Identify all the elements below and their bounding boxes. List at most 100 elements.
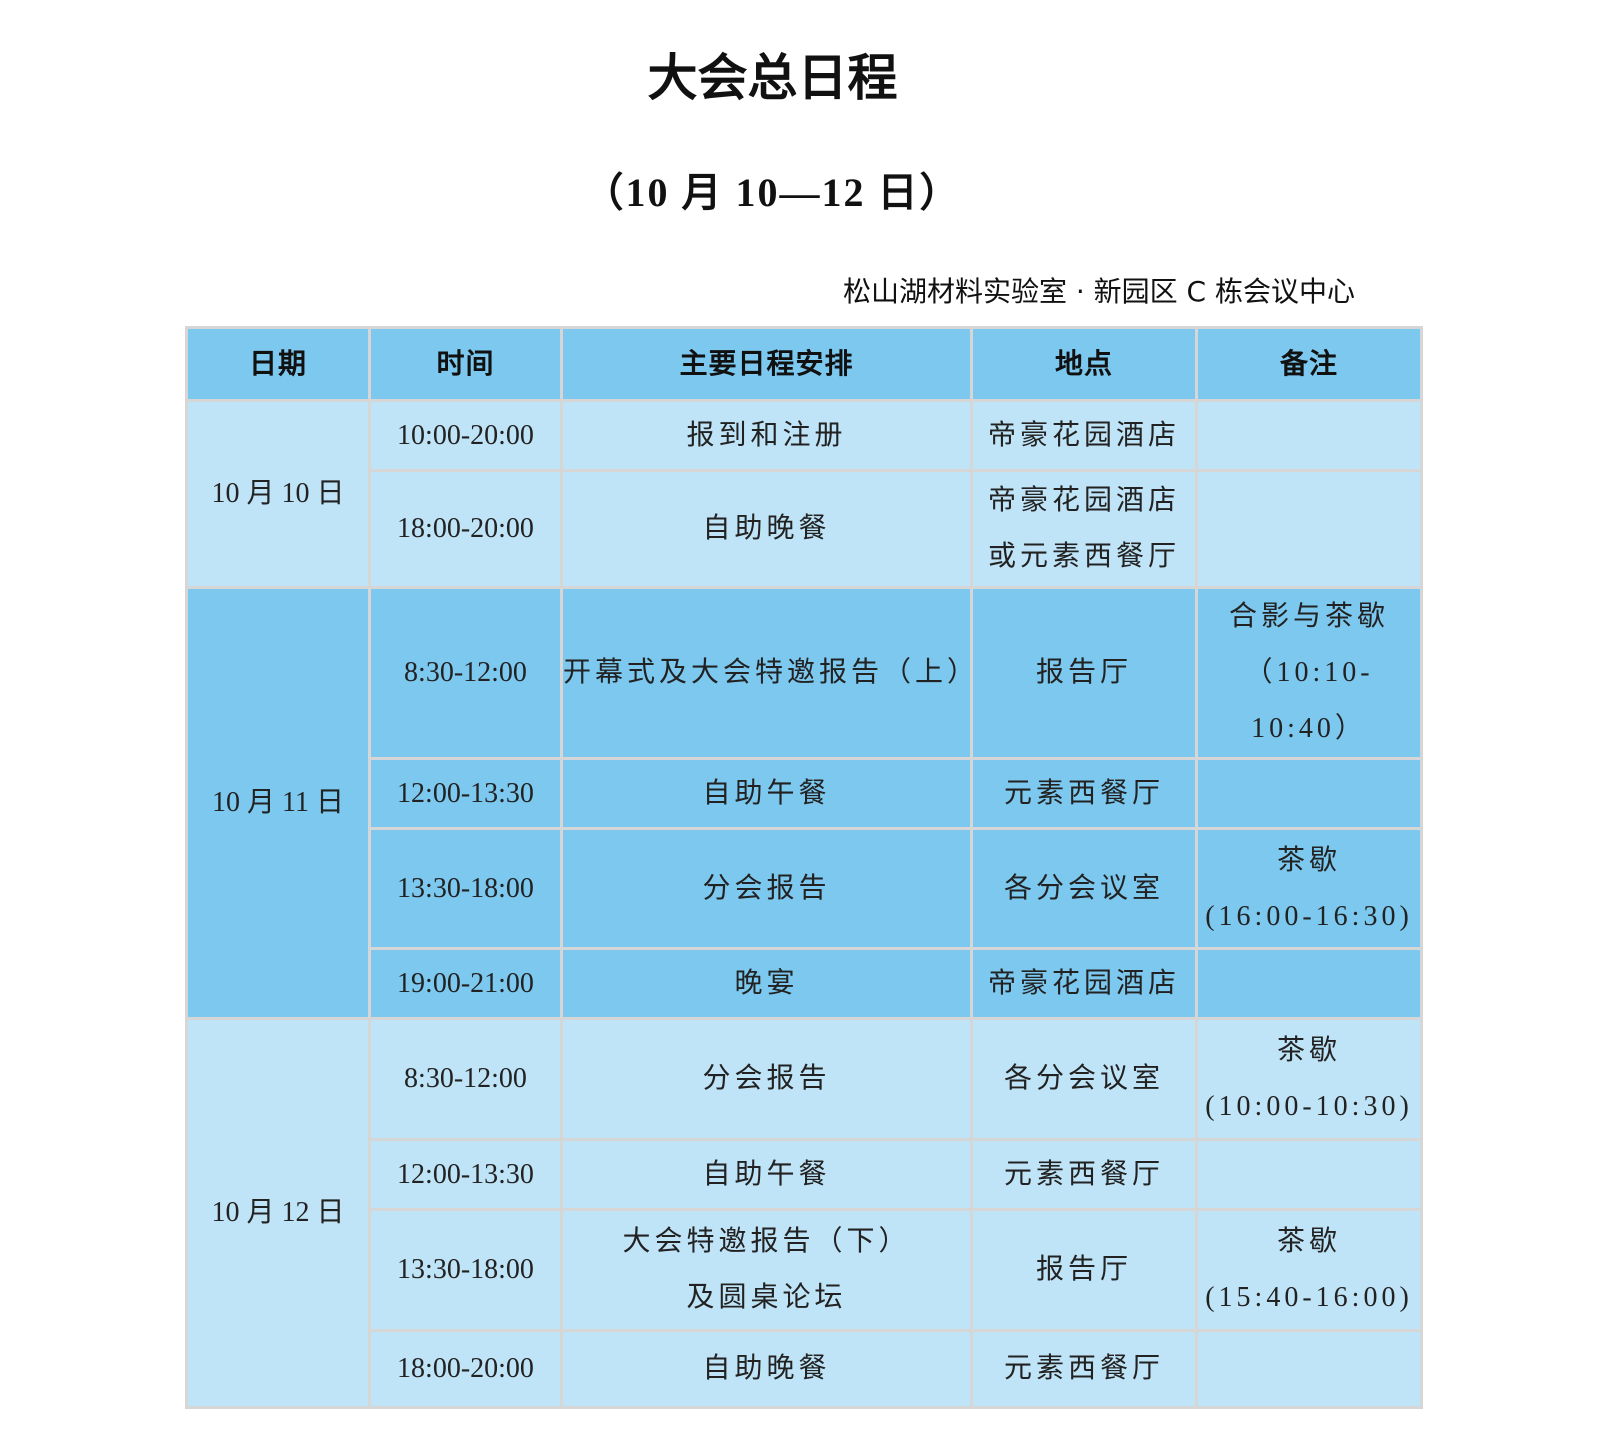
- note-text: (10:00-10:30): [1205, 1091, 1413, 1122]
- event-text: 分会报告: [702, 1063, 831, 1094]
- time-text: 13:30-18:00: [397, 872, 534, 904]
- event-text: 自助午餐: [702, 1158, 831, 1190]
- table-row: 12:00-13:30 自助午餐 元素西餐厅: [187, 1138, 1423, 1211]
- place-cell: 元素西餐厅: [970, 757, 1198, 830]
- place-text: 报告厅: [1035, 657, 1132, 688]
- note-text: 合影与茶歇: [1228, 601, 1389, 632]
- place-cell: 帝豪花园酒店: [970, 399, 1198, 472]
- event-text: 自助晚餐: [702, 513, 831, 544]
- place-cell: 帝豪花园酒店: [970, 947, 1198, 1020]
- place-cell: 各分会议室: [970, 827, 1198, 950]
- event-text: 自助午餐: [702, 777, 831, 809]
- time-text: 13:30-18:00: [397, 1254, 534, 1285]
- event-text: 开幕式及大会特邀报告（上）: [563, 657, 980, 688]
- place-cell: 元素西餐厅: [970, 1329, 1198, 1409]
- event-cell: 自助晚餐: [560, 1329, 973, 1409]
- place-text: 各分会议室: [1003, 872, 1164, 904]
- place-cell: 元素西餐厅: [970, 1138, 1198, 1211]
- header-row: 日期 时间 主要日程安排 地点 备注: [185, 326, 1423, 402]
- header-date: 日期: [185, 326, 371, 402]
- note-cell: [1195, 757, 1423, 830]
- venue-label: 松山湖材料实验室 · 新园区 C 栋会议中心: [842, 275, 1355, 308]
- date-cell: 10 月 11 日: [185, 586, 371, 1020]
- time-text: 12:00-13:30: [397, 777, 534, 809]
- table-row: 10 月 11 日 8:30-12:00 开幕式及大会特邀报告（上） 报告厅 合影与茶歇…: [185, 586, 1423, 1020]
- date-text: 10 月 11 日: [212, 787, 344, 818]
- note-cell: [1195, 1329, 1423, 1409]
- event-text: 大会特邀报告（下）: [622, 1226, 911, 1257]
- place-text: 各分会议室: [1003, 1063, 1164, 1094]
- event-cell: 自助午餐: [560, 757, 973, 830]
- date-range-subtitle: （10 月 10—12 日）: [583, 170, 962, 215]
- time-text: 18:00-20:00: [397, 1353, 534, 1384]
- note-cell: 茶歇 (10:00-10:30): [1195, 1017, 1423, 1141]
- schedule-table: 日期 时间 主要日程安排 地点 备注 10 月 10 日 10:00-20:00 报…: [185, 326, 1423, 1409]
- note-text: 茶歇: [1276, 1226, 1341, 1257]
- date-cell: 10 月 12 日: [185, 1017, 371, 1409]
- event-text: 报到和注册: [686, 419, 847, 451]
- header-place: 地点: [970, 326, 1198, 402]
- date-cell: 10 月 10 日: [185, 399, 371, 589]
- header-note: 备注: [1195, 326, 1423, 402]
- note-cell: [1195, 399, 1423, 472]
- note-text: 茶歇: [1276, 844, 1341, 876]
- time-cell: 10:00-20:00: [368, 399, 563, 472]
- time-text: 12:00-13:30: [397, 1158, 534, 1190]
- place-text: 元素西餐厅: [1003, 1158, 1164, 1190]
- place-cell: 报告厅: [970, 1208, 1198, 1332]
- table-row: 10 月 12 日 8:30-12:00 分会报告 各分会议室 茶歇 (10:00-10:…: [185, 1017, 1423, 1409]
- place-text: 帝豪花园酒店: [987, 419, 1180, 451]
- table-row: 12:00-13:30 自助午餐 元素西餐厅: [187, 757, 1423, 830]
- event-cell: 自助午餐: [560, 1138, 973, 1211]
- event-text: 及圆桌论坛: [686, 1282, 847, 1313]
- note-cell: 茶歇 (16:00-16:30): [1195, 827, 1423, 950]
- note-text: (15:40-16:00): [1205, 1282, 1413, 1313]
- time-cell: 8:30-12:00: [368, 586, 563, 760]
- time-cell: 12:00-13:30: [368, 1138, 563, 1211]
- note-cell: 茶歇 (15:40-16:00): [1195, 1208, 1423, 1332]
- date-text: 10 月 10 日: [211, 478, 345, 509]
- time-text: 19:00-21:00: [397, 967, 534, 999]
- time-text: 18:00-20:00: [397, 513, 534, 544]
- event-cell: 报到和注册: [560, 399, 973, 472]
- event-text: 晚宴: [734, 967, 799, 999]
- time-cell: 8:30-12:00: [368, 1017, 563, 1141]
- event-text: 分会报告: [702, 872, 831, 904]
- place-cell: 各分会议室: [970, 1017, 1198, 1141]
- event-cell: 分会报告: [560, 827, 973, 950]
- event-cell: 晚宴: [560, 947, 973, 1020]
- place-cell: 帝豪花园酒店 或元素西餐厅: [970, 469, 1198, 589]
- time-cell: 12:00-13:30: [368, 757, 563, 830]
- table-row: 10 月 10 日 10:00-20:00 报到和注册 帝豪花园酒店: [185, 399, 1423, 589]
- page-title: 大会总日程: [647, 49, 898, 107]
- time-text: 8:30-12:00: [404, 657, 527, 688]
- note-text: 茶歇: [1276, 1035, 1341, 1066]
- event-text: 自助晚餐: [702, 1353, 831, 1384]
- place-text: 元素西餐厅: [1003, 777, 1164, 809]
- time-cell: 18:00-20:00: [368, 469, 563, 589]
- note-cell: [1195, 1138, 1423, 1211]
- time-cell: 13:30-18:00: [368, 1208, 563, 1332]
- note-cell: [1195, 469, 1423, 589]
- time-cell: 18:00-20:00: [368, 1329, 563, 1409]
- place-text: 报告厅: [1035, 1254, 1132, 1285]
- event-cell: 开幕式及大会特邀报告（上）: [560, 586, 980, 760]
- place-text: 帝豪花园酒店: [987, 485, 1180, 516]
- table-row: 19:00-21:00 晚宴 帝豪花园酒店: [187, 947, 1423, 1020]
- place-text: 或元素西餐厅: [987, 541, 1180, 572]
- time-text: 8:30-12:00: [404, 1063, 527, 1094]
- event-cell: 自助晚餐: [560, 469, 973, 589]
- time-cell: 19:00-21:00: [368, 947, 563, 1020]
- event-cell: 分会报告: [560, 1017, 973, 1141]
- place-text: 元素西餐厅: [1003, 1353, 1164, 1384]
- note-text: (16:00-16:30): [1205, 900, 1413, 932]
- place-cell: 报告厅: [970, 586, 1198, 760]
- table-row: 18:00-20:00 自助晚餐 元素西餐厅: [187, 1329, 1423, 1409]
- note-cell: 合影与茶歇 （10:10-10:40）: [1195, 586, 1423, 760]
- place-text: 帝豪花园酒店: [987, 967, 1180, 999]
- table-row: 18:00-20:00 自助晚餐 帝豪花园酒店 或元素西餐厅: [187, 469, 1423, 589]
- time-cell: 13:30-18:00: [368, 827, 563, 950]
- note-text: （10:10-10:40）: [1244, 657, 1374, 744]
- time-text: 10:00-20:00: [397, 419, 534, 451]
- header-time: 时间: [368, 326, 563, 402]
